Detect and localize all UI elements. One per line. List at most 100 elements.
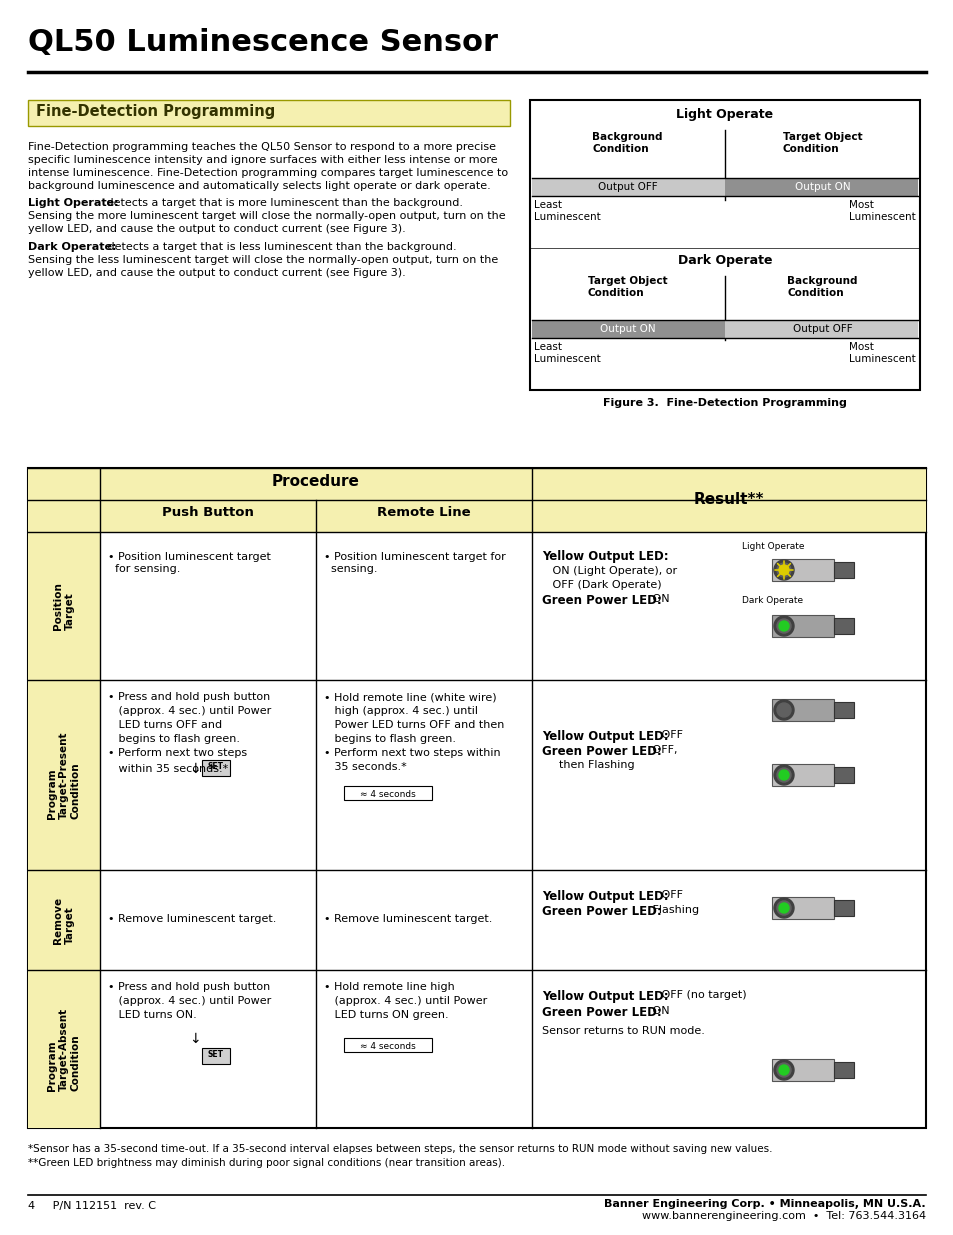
- Bar: [771, 1058, 833, 1081]
- Text: Yellow Output LED:: Yellow Output LED:: [541, 890, 668, 903]
- Text: QL50 Luminescence Sensor: QL50 Luminescence Sensor: [28, 28, 497, 57]
- Bar: [344, 1037, 432, 1052]
- Text: OFF: OFF: [658, 890, 682, 900]
- Circle shape: [779, 1065, 788, 1074]
- Text: Banner Engineering Corp. • Minneapolis, MN U.S.A.: Banner Engineering Corp. • Minneapolis, …: [604, 1199, 925, 1209]
- Text: • Press and hold push button: • Press and hold push button: [108, 982, 270, 992]
- Text: Green Power LED:: Green Power LED:: [541, 594, 661, 606]
- Bar: [532, 178, 724, 196]
- Text: (approx. 4 sec.) until Power: (approx. 4 sec.) until Power: [108, 995, 271, 1007]
- Circle shape: [773, 700, 793, 720]
- Bar: [28, 532, 100, 680]
- Text: Sensing the more luminescent target will close the normally-open output, turn on: Sensing the more luminescent target will…: [28, 211, 505, 221]
- Circle shape: [773, 764, 793, 785]
- Text: Light Operate:: Light Operate:: [28, 198, 118, 207]
- Text: ON: ON: [648, 594, 669, 604]
- Text: Push Button: Push Button: [162, 506, 253, 519]
- Text: Light Operate: Light Operate: [741, 542, 803, 551]
- Bar: [833, 767, 853, 783]
- Text: specific luminescence intensity and ignore surfaces with either less intense or : specific luminescence intensity and igno…: [28, 156, 497, 165]
- Text: Program
Target-Present
Condition: Program Target-Present Condition: [48, 731, 80, 819]
- Bar: [771, 764, 833, 785]
- Text: (approx. 4 sec.) until Power: (approx. 4 sec.) until Power: [108, 706, 271, 716]
- Text: yellow LED, and cause the output to conduct current (see Figure 3).: yellow LED, and cause the output to cond…: [28, 268, 405, 278]
- Circle shape: [779, 564, 788, 576]
- Text: Dark Operate:: Dark Operate:: [28, 242, 116, 252]
- Text: Figure 3.  Fine-Detection Programming: Figure 3. Fine-Detection Programming: [602, 398, 846, 408]
- Text: LED turns OFF and: LED turns OFF and: [108, 720, 222, 730]
- Circle shape: [776, 768, 790, 782]
- Bar: [344, 785, 432, 800]
- Text: Dark Operate: Dark Operate: [741, 597, 802, 605]
- Circle shape: [779, 903, 788, 913]
- Text: • Remove luminescent target.: • Remove luminescent target.: [324, 914, 492, 924]
- Text: begins to flash green.: begins to flash green.: [324, 734, 456, 743]
- Circle shape: [776, 619, 790, 634]
- Text: yellow LED, and cause the output to conduct current (see Figure 3).: yellow LED, and cause the output to cond…: [28, 224, 405, 233]
- Text: 4     P/N 112151  rev. C: 4 P/N 112151 rev. C: [28, 1200, 156, 1212]
- Text: detects a target that is less luminescent than the background.: detects a target that is less luminescen…: [104, 242, 456, 252]
- Bar: [202, 760, 230, 776]
- Text: ON: ON: [648, 1007, 669, 1016]
- Text: Dark Operate: Dark Operate: [677, 254, 771, 267]
- Text: OFF: OFF: [658, 730, 682, 740]
- Text: • Hold remote line high: • Hold remote line high: [324, 982, 455, 992]
- Bar: [532, 320, 724, 338]
- Circle shape: [776, 1063, 790, 1077]
- Text: Target Object
Condition: Target Object Condition: [781, 132, 862, 153]
- Text: Least
Luminescent: Least Luminescent: [534, 342, 600, 363]
- Text: • Perform next two steps within: • Perform next two steps within: [324, 748, 500, 758]
- Text: • Perform next two steps: • Perform next two steps: [108, 748, 247, 758]
- Text: LED turns ON.: LED turns ON.: [108, 1010, 196, 1020]
- Text: Background
Condition: Background Condition: [592, 132, 662, 153]
- Text: Sensing the less luminescent target will close the normally-open output, turn on: Sensing the less luminescent target will…: [28, 254, 497, 266]
- Text: Sensor returns to RUN mode.: Sensor returns to RUN mode.: [541, 1026, 704, 1036]
- Text: Light Operate: Light Operate: [676, 107, 773, 121]
- Text: Power LED turns OFF and then: Power LED turns OFF and then: [324, 720, 504, 730]
- Text: SET: SET: [208, 762, 224, 771]
- Text: Output ON: Output ON: [599, 324, 655, 333]
- Text: • Hold remote line (white wire): • Hold remote line (white wire): [324, 692, 497, 701]
- Bar: [28, 468, 925, 500]
- Circle shape: [776, 902, 790, 915]
- Bar: [202, 1049, 230, 1065]
- Text: detects a target that is more luminescent than the background.: detects a target that is more luminescen…: [103, 198, 462, 207]
- Text: Procedure: Procedure: [272, 474, 359, 489]
- Text: Target Object
Condition: Target Object Condition: [587, 275, 666, 298]
- Circle shape: [773, 898, 793, 918]
- Text: intense luminescence. Fine-Detection programming compares target luminescence to: intense luminescence. Fine-Detection pro…: [28, 168, 508, 178]
- Text: Remote Line: Remote Line: [376, 506, 471, 519]
- Bar: [724, 178, 917, 196]
- Text: ON (Light Operate), or: ON (Light Operate), or: [541, 566, 677, 576]
- Text: Yellow Output LED:: Yellow Output LED:: [541, 730, 668, 743]
- Bar: [28, 869, 100, 969]
- Text: Most
Luminescent: Most Luminescent: [848, 342, 915, 363]
- Text: background luminescence and automatically selects light operate or dark operate.: background luminescence and automaticall…: [28, 182, 490, 191]
- Bar: [28, 680, 100, 869]
- Bar: [833, 900, 853, 916]
- Circle shape: [773, 616, 793, 636]
- Bar: [833, 701, 853, 718]
- Bar: [28, 100, 510, 126]
- Text: Green Power LED:: Green Power LED:: [541, 1007, 661, 1019]
- Text: ↓: ↓: [189, 762, 200, 776]
- Text: Fine-Detection Programming: Fine-Detection Programming: [36, 104, 275, 119]
- Text: ≈ 4 seconds: ≈ 4 seconds: [359, 1042, 416, 1051]
- Text: LED turns ON green.: LED turns ON green.: [324, 1010, 448, 1020]
- Bar: [724, 320, 917, 338]
- Text: Least
Luminescent: Least Luminescent: [534, 200, 600, 221]
- Text: Most
Luminescent: Most Luminescent: [848, 200, 915, 221]
- Text: Flashing: Flashing: [648, 905, 699, 915]
- Bar: [28, 500, 925, 532]
- Text: • Press and hold push button: • Press and hold push button: [108, 692, 270, 701]
- Text: Output OFF: Output OFF: [792, 324, 851, 333]
- Text: Yellow Output LED:: Yellow Output LED:: [541, 550, 668, 563]
- Text: Output ON: Output ON: [794, 182, 849, 191]
- Text: Output OFF: Output OFF: [598, 182, 657, 191]
- Text: Fine-Detection programming teaches the QL50 Sensor to respond to a more precise: Fine-Detection programming teaches the Q…: [28, 142, 496, 152]
- Circle shape: [773, 559, 793, 580]
- Text: *Sensor has a 35-second time-out. If a 35-second interval elapses between steps,: *Sensor has a 35-second time-out. If a 3…: [28, 1144, 772, 1153]
- Bar: [28, 468, 925, 1128]
- Text: • Position luminescent target for
  sensing.: • Position luminescent target for sensin…: [324, 552, 505, 573]
- Text: **Green LED brightness may diminish during poor signal conditions (near transiti: **Green LED brightness may diminish duri…: [28, 1158, 504, 1168]
